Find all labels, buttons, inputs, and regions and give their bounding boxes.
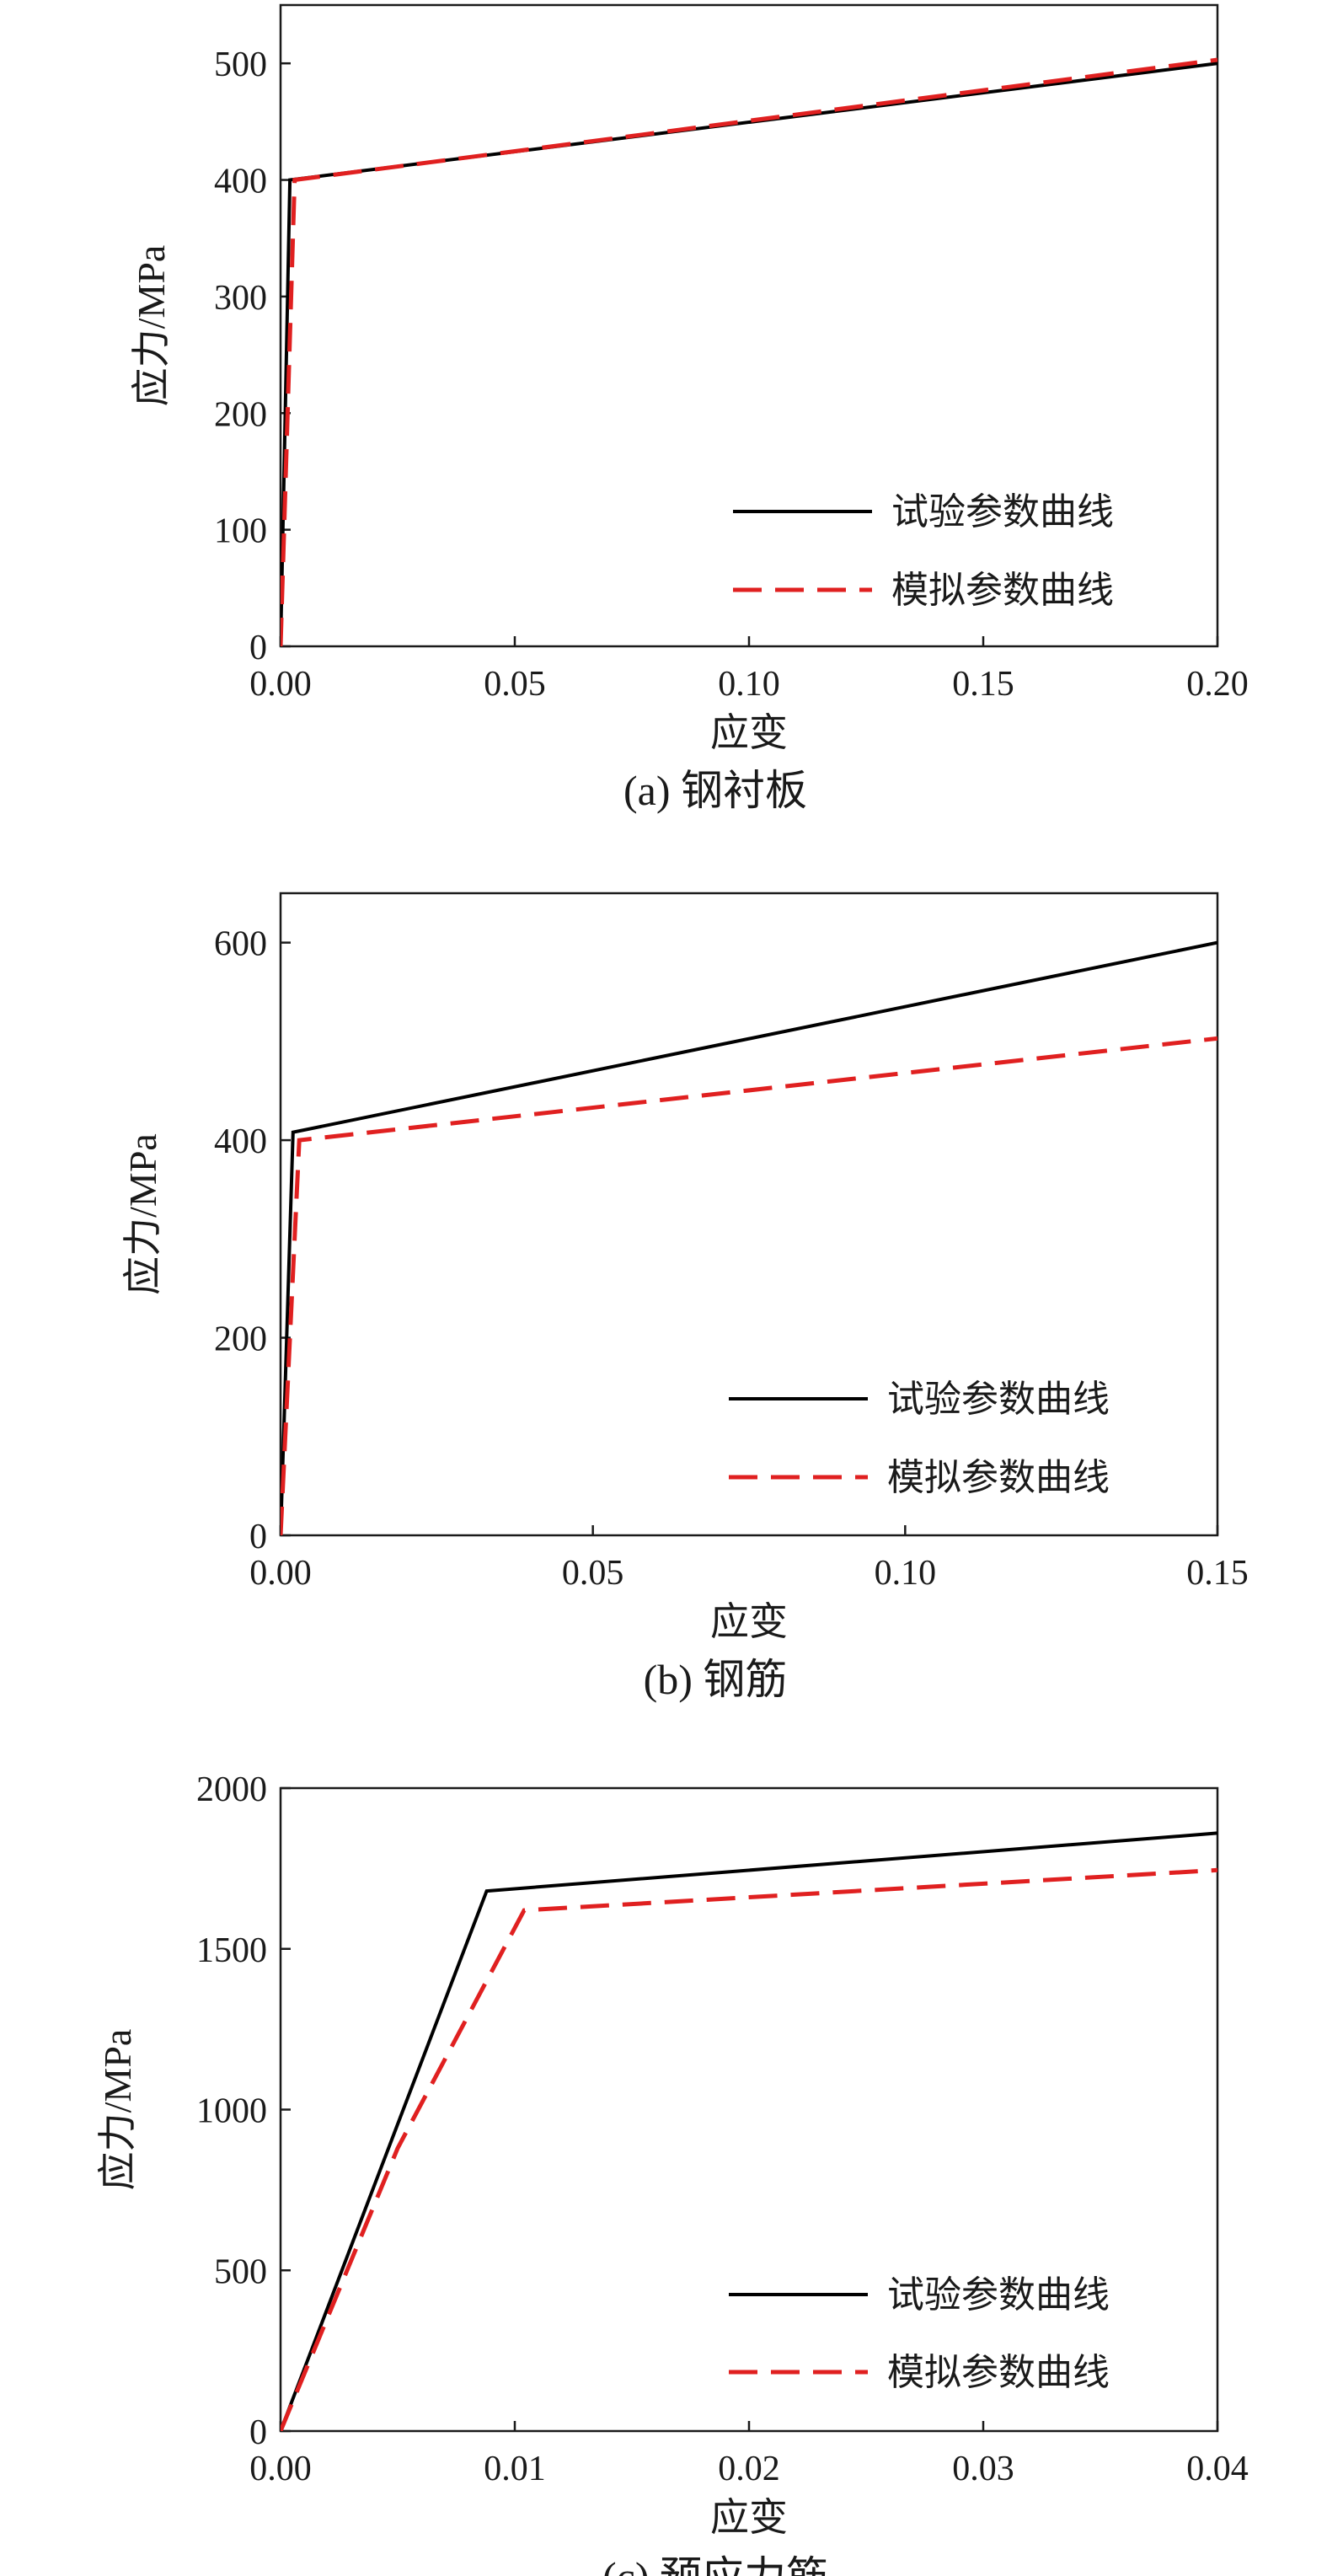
y-tick-label: 100 <box>214 512 267 551</box>
y-tick-label: 300 <box>214 279 267 318</box>
x-axis-title: 应变 <box>710 711 788 754</box>
y-tick-label: 1500 <box>196 1931 267 1970</box>
legend-label: 试验参数曲线 <box>887 2274 1110 2316</box>
y-axis-title: 应力/MPa <box>96 2029 139 2191</box>
legend-label: 模拟参数曲线 <box>887 2352 1110 2393</box>
y-tick-label: 2000 <box>196 1770 267 1809</box>
y-tick-label: 1000 <box>196 2092 267 2131</box>
x-tick-label: 0.01 <box>484 2450 546 2488</box>
chart-panel-a: 0.00 0.05 0.10 0.15 0.20 0 100 200 300 400 500 应变 应力… <box>130 3 1249 814</box>
panel-caption: (c) 预应力筋 <box>602 2553 828 2576</box>
y-tick-label: 0 <box>249 1518 267 1556</box>
y-axis-title: 应力/MPa <box>130 245 173 407</box>
x-tick-label: 0.05 <box>484 665 546 704</box>
y-tick-label: 500 <box>214 46 267 84</box>
x-tick-label: 0.00 <box>249 1554 312 1593</box>
y-tick-label: 200 <box>214 395 267 434</box>
x-tick-label: 0.03 <box>952 2450 1014 2488</box>
y-tick-label: 400 <box>214 1122 267 1161</box>
y-tick-label: 500 <box>214 2252 267 2291</box>
simulation-curve <box>281 1036 1217 1535</box>
plot-frame <box>279 1786 1219 2433</box>
plot-frame <box>279 3 1219 648</box>
x-tick-label: 0.15 <box>952 665 1014 704</box>
simulation-curve <box>281 1867 1217 2431</box>
x-tick-label: 0.10 <box>875 1554 937 1593</box>
y-tick-label: 0 <box>249 629 267 667</box>
legend-label: 试验参数曲线 <box>887 1379 1110 1420</box>
x-tick-label: 0.04 <box>1186 2450 1249 2488</box>
experiment-curve <box>281 1831 1217 2431</box>
y-axis-title: 应力/MPa <box>121 1133 164 1295</box>
x-axis-title: 应变 <box>710 2496 788 2539</box>
legend-label: 模拟参数曲线 <box>887 1457 1110 1498</box>
x-tick-label: 0.10 <box>718 665 780 704</box>
chart-panel-c: 0.00 0.01 0.02 0.03 0.04 0 500 1000 1500 2000 应变 应力… <box>96 1770 1249 2576</box>
x-tick-label: 0.00 <box>249 665 312 704</box>
y-tick-label: 0 <box>249 2413 267 2452</box>
x-tick-label: 0.05 <box>562 1554 624 1593</box>
y-tick-label: 200 <box>214 1320 267 1359</box>
x-axis-title: 应变 <box>710 1600 788 1643</box>
panel-caption: (a) 钢衬板 <box>623 767 807 814</box>
legend-label: 试验参数曲线 <box>891 491 1114 533</box>
x-tick-label: 0.20 <box>1186 665 1249 704</box>
experiment-curve <box>281 940 1217 1535</box>
x-tick-label: 0.00 <box>249 2450 312 2488</box>
experiment-curve <box>281 62 1217 646</box>
x-tick-label: 0.02 <box>718 2450 780 2488</box>
panel-caption: (b) 钢筋 <box>644 1656 788 1703</box>
y-tick-label: 400 <box>214 163 267 201</box>
x-tick-label: 0.15 <box>1186 1554 1249 1593</box>
simulation-curve <box>281 57 1217 646</box>
chart-panel-b: 0.00 0.05 0.10 0.15 0 200 400 600 应变 应力/MPa (b) 钢筋… <box>121 892 1249 1703</box>
legend-label: 模拟参数曲线 <box>891 570 1114 611</box>
y-tick-label: 600 <box>214 925 267 964</box>
plot-frame <box>279 892 1219 1537</box>
